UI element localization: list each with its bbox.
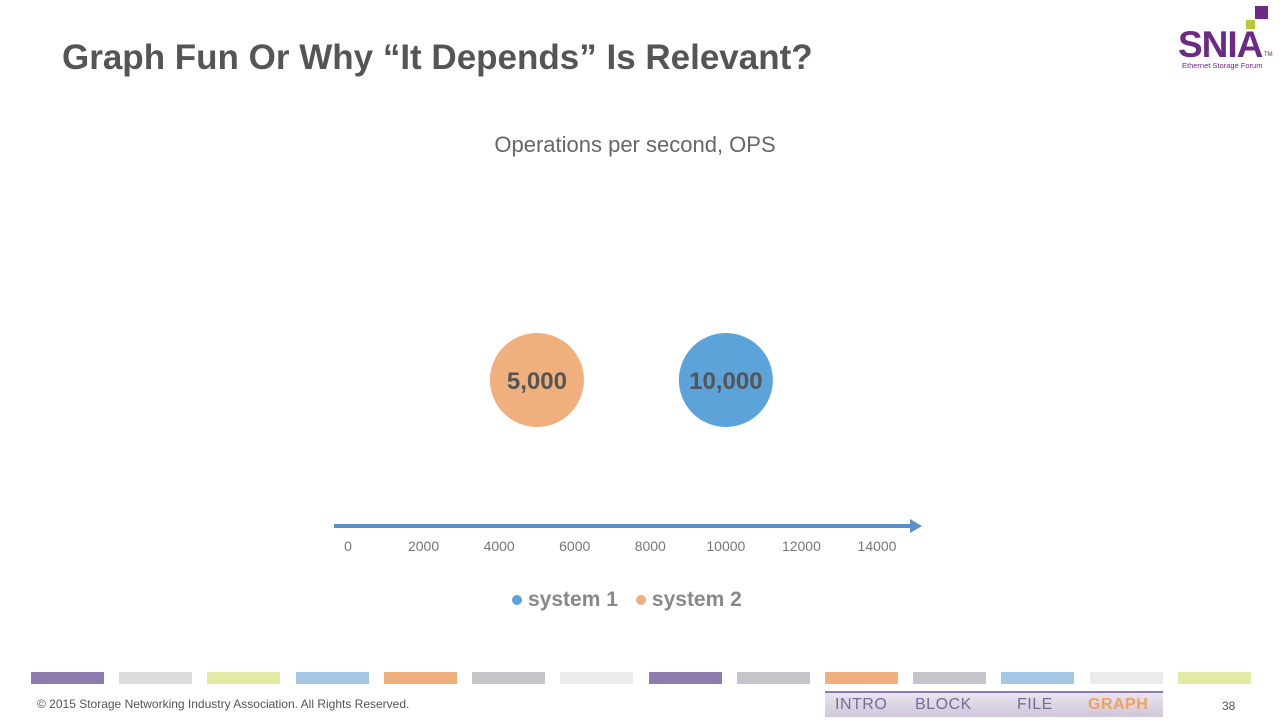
bubble-data-label: 10,000 [689, 368, 762, 395]
x-tick-label: 8000 [635, 538, 666, 554]
x-tick-label: 14000 [858, 538, 897, 554]
color-strip-block [1089, 672, 1163, 684]
legend-label-system-1: system 1 [528, 588, 618, 611]
legend-item-system-2: system 2 [635, 588, 742, 612]
color-strip-block [824, 672, 898, 684]
color-strip-block [1177, 672, 1251, 684]
color-strip-block [383, 672, 457, 684]
chart-legend: system 1 system 2 [512, 588, 742, 612]
bubble-point [489, 333, 584, 427]
logo-subtitle: Ethernet Storage Forum [1182, 61, 1263, 70]
logo-square-small [1246, 20, 1255, 29]
color-strip-block [736, 672, 810, 684]
page-number: 38 [1222, 699, 1236, 713]
logo-square-large [1255, 6, 1268, 19]
chart-title: Operations per second, OPS [494, 132, 776, 157]
copyright-notice: © 2015 Storage Networking Industry Assoc… [37, 697, 410, 711]
color-strip-block [1001, 672, 1075, 684]
color-strip-block [560, 672, 634, 684]
color-strip-block [207, 672, 281, 684]
logo-text: SNIA [1178, 24, 1263, 65]
x-tick-label: 10000 [706, 538, 745, 554]
nav-item-block[interactable]: BLOCK [915, 696, 972, 713]
logo-tm: TM [1264, 52, 1273, 58]
section-navbar: INTRO BLOCK FILE GRAPH [825, 691, 1163, 717]
x-tick-label: 0 [344, 538, 352, 554]
color-strip-block [295, 672, 369, 684]
nav-item-intro[interactable]: INTRO [835, 696, 888, 713]
nav-item-graph[interactable]: GRAPH [1088, 696, 1149, 713]
color-strip-block [913, 672, 987, 684]
bubble-data-label: 5,000 [507, 368, 567, 395]
legend-marker-system-1 [512, 595, 522, 605]
legend-marker-system-2 [635, 595, 646, 605]
legend-label-system-2: system 2 [651, 588, 742, 611]
x-tick-label: 12000 [782, 538, 821, 554]
x-axis-arrow [910, 519, 922, 533]
x-tick-label: 4000 [484, 538, 515, 554]
color-strip-block [472, 672, 546, 684]
slide-title: Graph Fun Or Why “It Depends” Is Relevan… [62, 38, 813, 77]
color-strip-block [31, 672, 104, 684]
nav-item-file[interactable]: FILE [1017, 696, 1053, 713]
x-tick-label: 6000 [559, 538, 590, 554]
legend-item-system-1: system 1 [512, 588, 618, 612]
color-strip-block [648, 672, 722, 684]
snia-logo: SNIA TM Ethernet Storage Forum [1172, 4, 1276, 74]
color-strip-block [119, 672, 193, 684]
x-tick-label: 2000 [408, 538, 439, 554]
color-strip [31, 672, 1251, 684]
bubble-point [678, 333, 773, 427]
